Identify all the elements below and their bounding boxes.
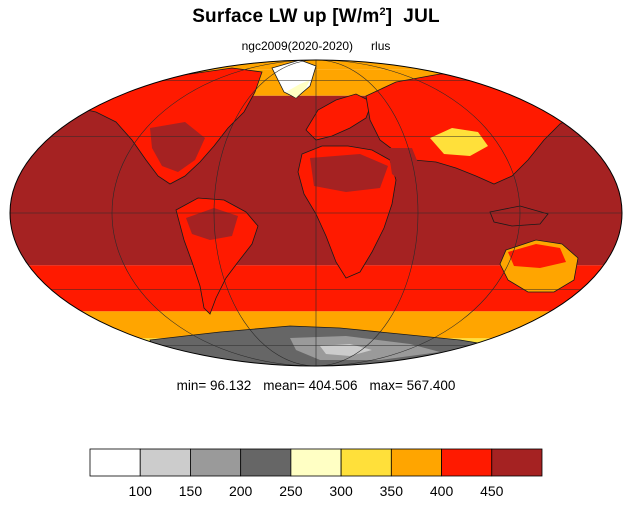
australia-north — [508, 244, 566, 268]
legend-swatch — [139, 448, 191, 477]
legend-tick-label: 250 — [279, 483, 303, 499]
arabia-region — [388, 148, 420, 184]
stat-max: max= 567.400 — [369, 378, 456, 393]
legend-swatch — [240, 448, 292, 477]
legend-tick-label: 450 — [480, 483, 504, 499]
sahara-region — [310, 154, 388, 192]
title-month: JUL — [403, 6, 440, 27]
title-close: ] — [385, 6, 393, 27]
tibetan-plateau — [430, 128, 488, 156]
legend-tick-label: 100 — [129, 483, 153, 499]
greenland-edge — [286, 80, 310, 98]
legend-tick-label: 200 — [229, 483, 253, 499]
subtitle-variable: rlus — [371, 39, 391, 53]
plot-subtitle: ngc2009(2020-2020) rlus — [0, 39, 632, 53]
statistics-line: min= 96.132 mean= 404.506 max= 567.400 — [0, 378, 632, 393]
legend-swatch — [340, 448, 392, 477]
north-america-interior — [150, 122, 205, 172]
antarctic-interior — [320, 344, 372, 356]
title-main: Surface LW up [W/m — [192, 6, 380, 27]
plot-title: Surface LW up [W/m2] JUL — [0, 6, 632, 28]
legend-swatch — [190, 448, 242, 477]
stat-min: min= 96.132 — [176, 378, 252, 393]
legend-boxes — [89, 448, 543, 477]
legend-tick-label: 400 — [430, 483, 454, 499]
legend-swatch — [491, 448, 543, 477]
legend-tick-label: 350 — [380, 483, 404, 499]
meridian-line — [213, 60, 419, 366]
legend-labels: 100 150 200 250 300 350 400 450 — [129, 483, 504, 499]
amazon-region — [186, 208, 238, 240]
stat-mean: mean= 404.506 — [263, 378, 358, 393]
meridian-line — [111, 60, 521, 366]
legend-tick-label: 300 — [329, 483, 353, 499]
legend-tick-label: 150 — [179, 483, 203, 499]
globe-outline — [9, 59, 623, 367]
legend-swatch — [290, 448, 342, 477]
legend-swatch — [390, 448, 442, 477]
title-exponent: 2 — [379, 6, 386, 18]
legend-swatch — [441, 448, 493, 477]
legend-swatch — [89, 448, 141, 477]
subtitle-case: ngc2009(2020-2020) — [241, 39, 354, 53]
